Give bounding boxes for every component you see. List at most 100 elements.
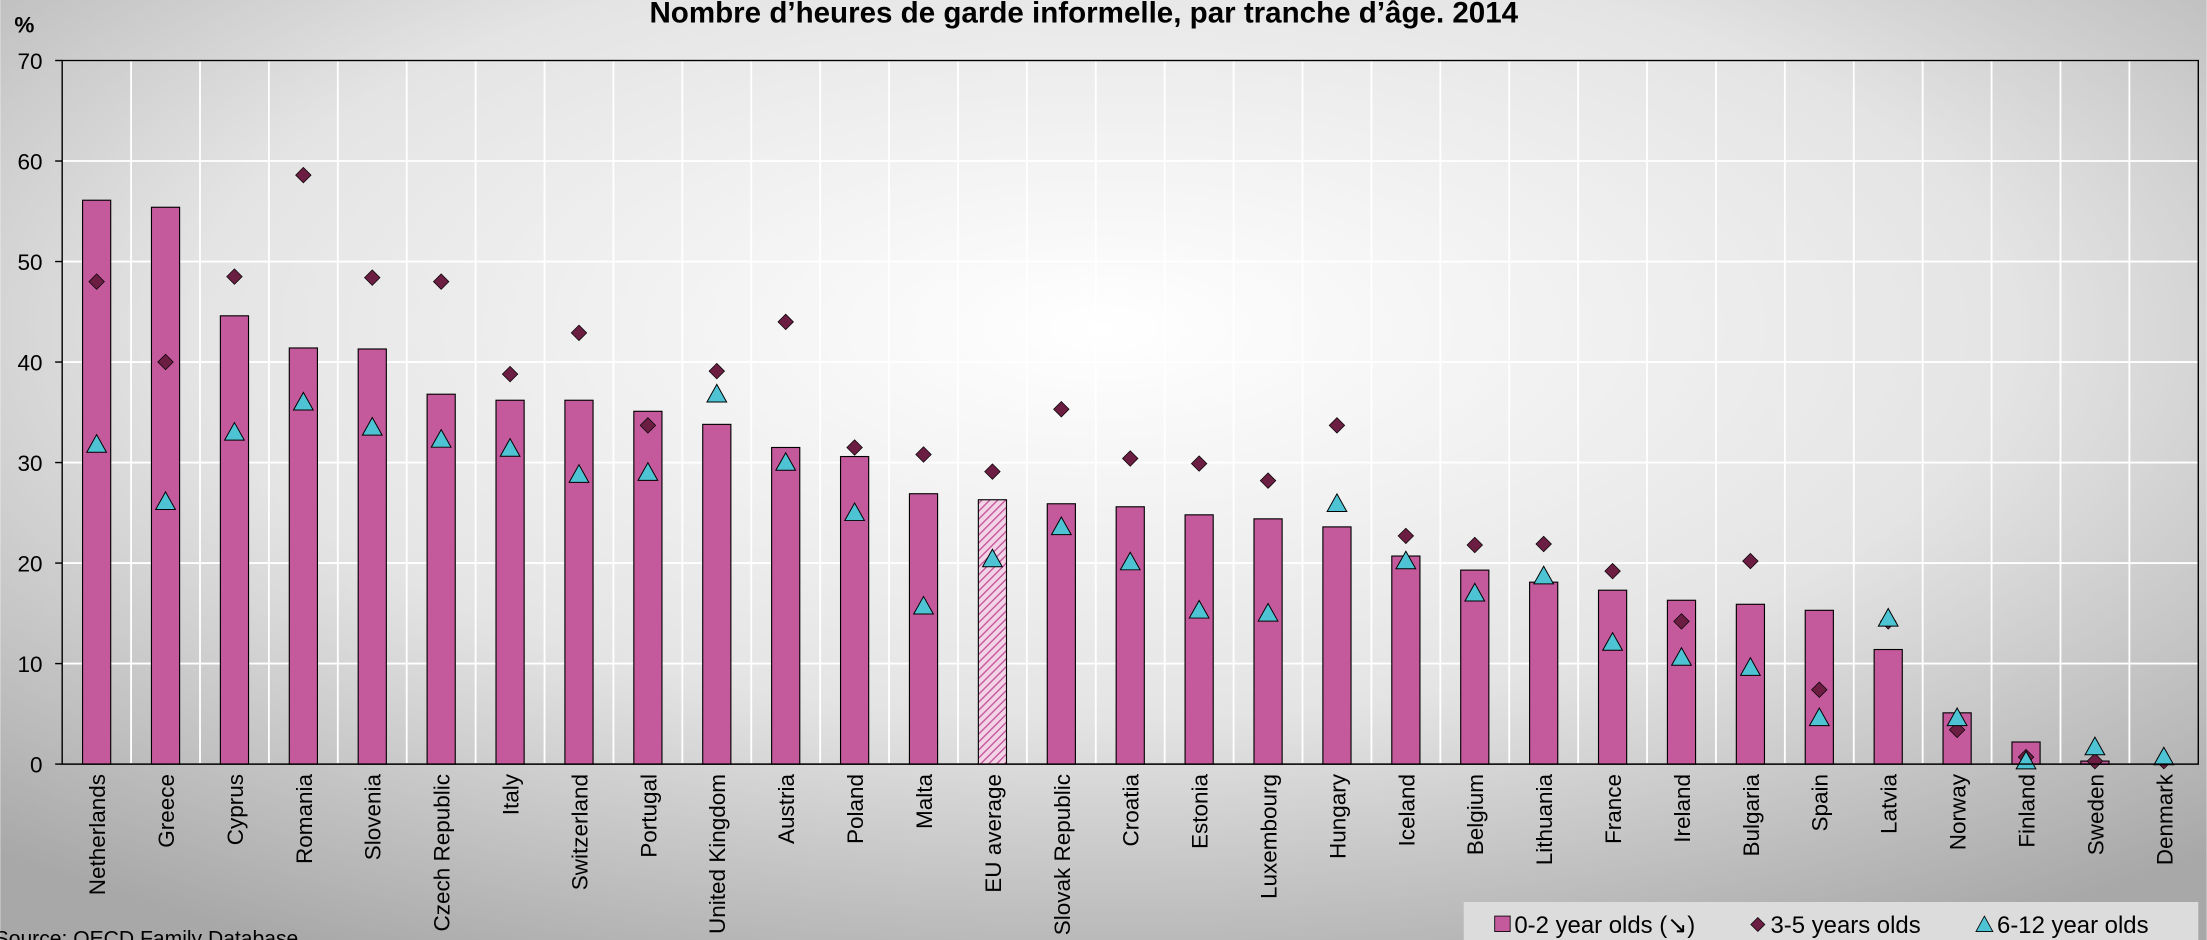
triangle-marker bbox=[1188, 599, 1210, 619]
x-tick-label: Netherlands bbox=[85, 774, 110, 895]
triangle-marker bbox=[1119, 551, 1141, 571]
triangle-marker bbox=[361, 416, 383, 436]
diamond-marker bbox=[915, 446, 932, 463]
x-tick-label: Croatia bbox=[1119, 773, 1144, 846]
x-tick-label: Denmark bbox=[2152, 773, 2177, 865]
legend-label: 6-12 year olds bbox=[1997, 912, 2149, 939]
y-tick-label: 0 bbox=[30, 753, 43, 778]
diamond-marker bbox=[1673, 613, 1690, 630]
y-tick-label: 10 bbox=[17, 652, 42, 677]
y-tick-label: 20 bbox=[17, 552, 42, 577]
bar bbox=[1873, 648, 1903, 765]
diamond-marker bbox=[570, 324, 588, 342]
triangle-marker bbox=[843, 501, 866, 522]
x-tick-label: Ireland bbox=[1670, 774, 1695, 843]
bar bbox=[288, 347, 318, 765]
source: Source: OECD Family Database bbox=[0, 928, 298, 940]
diamond-marker bbox=[639, 417, 657, 434]
plot: 0 10 20 30 40 50 60 70 Netherlands Greece Cyprus Ro… bbox=[17, 49, 2199, 940]
legend-label: 3-5 years olds bbox=[1771, 912, 1921, 939]
legend-label: 0-2 year olds (↘) bbox=[1514, 912, 1695, 939]
triangle-marker bbox=[292, 391, 315, 411]
triangle-marker bbox=[912, 595, 935, 615]
bar bbox=[1735, 603, 1766, 765]
bar bbox=[1391, 555, 1421, 765]
triangle-marker bbox=[1464, 582, 1486, 602]
chart-title: Nombre d’heures de garde informelle, par… bbox=[649, 0, 1518, 30]
x-tick-label: Slovenia bbox=[361, 773, 386, 860]
x-tick-label: Poland bbox=[843, 774, 868, 844]
y-tick-label: 30 bbox=[17, 451, 42, 476]
triangle-marker bbox=[1532, 565, 1555, 585]
triangle-marker bbox=[1601, 631, 1624, 651]
diamond-marker bbox=[1742, 552, 1759, 570]
diamond-marker bbox=[846, 439, 863, 456]
x-tick-label: Lithuania bbox=[1532, 773, 1557, 865]
bar bbox=[1115, 506, 1145, 765]
triangle-marker bbox=[1326, 492, 1348, 513]
diamond-marker bbox=[88, 273, 105, 290]
bar bbox=[1529, 581, 1559, 765]
y-tick-label: 50 bbox=[17, 250, 42, 275]
bar bbox=[1046, 503, 1076, 765]
x-tick-label: Greece bbox=[154, 774, 179, 848]
diamond-marker bbox=[226, 268, 243, 285]
triangle-marker bbox=[568, 463, 590, 483]
y-tick-label: 70 bbox=[17, 49, 42, 74]
y-unit: % bbox=[14, 12, 34, 37]
x-tick-label: EU average bbox=[981, 774, 1006, 893]
y-tick-label: 60 bbox=[17, 149, 42, 174]
legend-swatch bbox=[1975, 915, 1994, 932]
triangle-marker bbox=[499, 437, 521, 457]
diamond-marker bbox=[157, 353, 174, 371]
triangle-marker bbox=[1395, 550, 1417, 570]
bar bbox=[150, 206, 181, 765]
diamond-marker bbox=[1466, 536, 1484, 554]
legend-swatch bbox=[1494, 915, 1511, 932]
x-tick-label: Iceland bbox=[1394, 774, 1419, 847]
bar bbox=[702, 423, 732, 765]
diamond-marker bbox=[364, 269, 381, 286]
diamond-marker bbox=[984, 463, 1001, 480]
x-tick-label: Italy bbox=[499, 773, 524, 815]
x-tick-label: Hungary bbox=[1325, 773, 1350, 859]
legend-box bbox=[1463, 902, 2199, 940]
bar bbox=[82, 199, 112, 765]
x-tick-label: Portugal bbox=[636, 774, 661, 858]
diamond-marker bbox=[2086, 752, 2104, 770]
triangle-marker bbox=[1877, 607, 1899, 627]
x-tick-label: Austria bbox=[774, 773, 799, 844]
diamond-marker bbox=[777, 313, 794, 331]
triangle-marker bbox=[1946, 707, 1968, 727]
x-tick-label: Bulgaria bbox=[1739, 773, 1764, 856]
triangle-marker bbox=[637, 461, 659, 481]
bar bbox=[564, 399, 594, 765]
triangle-marker bbox=[85, 433, 108, 453]
x-tick-label: Latvia bbox=[1877, 773, 1902, 834]
y-tick-label: 40 bbox=[17, 350, 42, 375]
bar bbox=[1597, 589, 1628, 765]
bar bbox=[1184, 514, 1214, 765]
bar bbox=[357, 348, 387, 765]
x-tick-label: Belgium bbox=[1463, 774, 1488, 855]
diamond-marker bbox=[708, 362, 726, 380]
diamond-marker bbox=[1053, 401, 1070, 418]
x-tick-label: Luxembourg bbox=[1256, 774, 1281, 899]
legend-swatch bbox=[1750, 916, 1766, 933]
diamond-marker bbox=[432, 273, 450, 290]
x-tick-label: Slovak Republic bbox=[1050, 774, 1075, 935]
diamond-marker bbox=[1328, 417, 1346, 434]
diamond-marker bbox=[1190, 455, 1208, 472]
diamond-marker bbox=[501, 365, 519, 383]
x-tick-label: France bbox=[1601, 774, 1626, 844]
x-tick-label: Romania bbox=[292, 773, 317, 864]
triangle-marker bbox=[775, 451, 797, 471]
x-tick-label: Switzerland bbox=[567, 774, 592, 890]
x-tick-label: Estonia bbox=[1188, 773, 1213, 849]
bar bbox=[219, 315, 250, 765]
triangle-marker bbox=[1808, 707, 1830, 727]
diamond-marker bbox=[1121, 450, 1139, 467]
diamond-marker bbox=[1397, 527, 1415, 545]
